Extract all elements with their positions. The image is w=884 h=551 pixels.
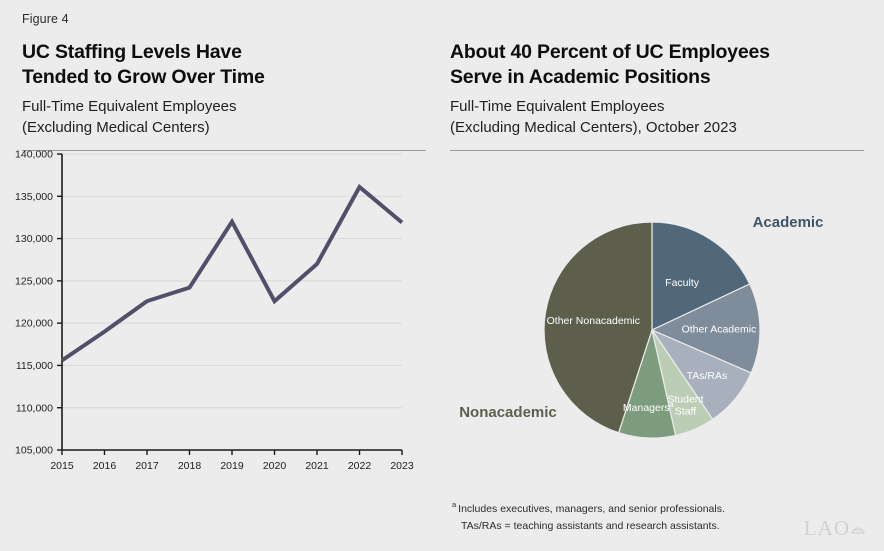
x-tick-label: 2018 [178, 460, 202, 472]
pie-slice-label: Other Academic [682, 323, 757, 335]
y-tick-label: 120,000 [15, 318, 53, 330]
pie-slice[interactable] [543, 221, 653, 434]
panel-right-subtitle: Full-Time Equivalent Employees (Excludin… [450, 98, 737, 136]
line-chart-svg: 105,000 110,000 115,000 120,000 125,000 130,0… [15, 149, 414, 472]
panel-right: About 40 Percent of UC Employees Serve i… [450, 40, 864, 151]
x-tick-label: 2023 [390, 460, 414, 472]
pie-chart-slices [543, 221, 761, 439]
lao-logo-text: LAO [803, 516, 850, 540]
figure-number: Figure 4 [22, 12, 69, 26]
y-tick-label: 130,000 [15, 233, 53, 245]
line-chart-gridlines [62, 153, 402, 409]
line-chart-x-tick-marks [61, 450, 403, 455]
x-tick-label: 2021 [305, 460, 329, 472]
footnote-a: a Includes executives, managers, and seni… [452, 496, 852, 518]
footnote-b: TAs/RAs = teaching assistants and resear… [452, 518, 852, 535]
y-tick-label: 105,000 [15, 445, 53, 457]
panel-left-rule [22, 150, 426, 151]
pie-chart-group-labels: Academic Nonacademic [459, 214, 823, 421]
pie-chart: Faculty Other Academic TAs/RAs Student Staff… [430, 162, 884, 492]
pie-slice-label-superscript: a [670, 400, 675, 409]
lao-logo-mark-icon [850, 521, 866, 537]
footnotes: a Includes executives, managers, and seni… [452, 496, 852, 535]
y-tick-label: 115,000 [16, 360, 53, 372]
pie-chart-svg: Faculty Other Academic TAs/RAs StudentStaff… [459, 214, 823, 439]
panel-left: UC Staffing Levels Have Tended to Grow O… [22, 40, 426, 151]
pie-slice-label: Student [667, 393, 703, 405]
pie-slice[interactable] [650, 283, 761, 374]
pie-group-label: Academic [753, 214, 824, 231]
x-tick-label: 2015 [50, 460, 74, 472]
line-chart: 105,000 110,000 115,000 120,000 125,000 130,0… [0, 140, 420, 510]
y-tick-label: 140,000 [15, 149, 53, 161]
line-chart-x-tick-labels: 2015 2016 2017 2018 2019 2020 2021 2022 2023 [50, 460, 414, 472]
x-tick-label: 2019 [220, 460, 244, 472]
panel-left-title: UC Staffing Levels Have Tended to Grow O… [22, 41, 265, 88]
footnote-a-text: Includes executives, managers, and senio… [458, 503, 725, 515]
pie-chart-slice-labels: Faculty Other Academic TAs/RAs StudentStaff… [547, 277, 757, 417]
footnote-b-text: TAs/RAs = teaching assistants and resear… [461, 520, 720, 532]
panel-right-title: About 40 Percent of UC Employees Serve i… [450, 41, 770, 88]
pie-slice-label: Managersa [623, 400, 675, 414]
footnote-marker-a: a [452, 500, 457, 509]
lao-logo: LAO [804, 516, 866, 541]
pie-slice-label: Other Nonacademic [547, 315, 640, 327]
y-tick-label: 135,000 [15, 191, 53, 203]
x-tick-label: 2020 [263, 460, 287, 472]
pie-slice[interactable] [651, 221, 751, 331]
pie-slice-label: Staff [675, 405, 696, 417]
x-tick-label: 2016 [93, 460, 117, 472]
line-chart-series [60, 183, 404, 363]
panel-right-rule [450, 150, 864, 151]
pie-slice-label: Faculty [665, 277, 700, 289]
line-chart-y-tick-labels: 105,000 110,000 115,000 120,000 125,000 130,0… [15, 149, 53, 457]
x-tick-label: 2017 [135, 460, 159, 472]
pie-group-label: Nonacademic [459, 404, 557, 421]
x-tick-label: 2022 [348, 460, 372, 472]
pie-slice-label: TAs/RAs [687, 370, 728, 382]
panel-left-subtitle: Full-Time Equivalent Employees (Excludin… [22, 98, 237, 136]
line-chart-y-tick-marks [57, 153, 62, 451]
y-tick-label: 110,000 [16, 402, 53, 414]
y-tick-label: 125,000 [15, 275, 53, 287]
